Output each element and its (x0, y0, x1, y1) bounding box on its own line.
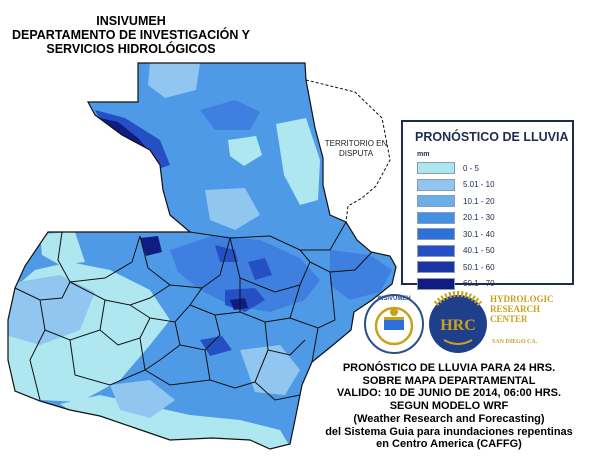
disputed-territory-label: TERRITORIO EN DISPUTA (318, 139, 394, 159)
boundary-alta-verapaz (229, 237, 311, 293)
rain-patch-dark (330, 250, 392, 300)
caption-line-3: VALIDO: 10 DE JUNIO DE 2014, 06:00 HRS. (336, 387, 562, 400)
boundary-baja (189, 278, 241, 316)
forecast-caption: PRONÓSTICO DE LLUVIA PARA 24 HRS. SOBRE … (300, 362, 598, 451)
rain-patch-light (60, 395, 292, 449)
territory-line-2: DISPUTA (338, 149, 374, 158)
disputed-territory-border (305, 79, 391, 223)
legend-item: 0 - 5 (417, 160, 495, 177)
department-boundaries (14, 221, 373, 401)
legend-label: 20.1 - 30 (463, 213, 495, 223)
boundary-izabal (309, 251, 373, 273)
rain-patch-mid (205, 188, 260, 230)
legend-item: 20.1 - 30 (417, 210, 495, 227)
boundary-santarosa (204, 349, 256, 389)
legend-label: 30.1 - 40 (463, 229, 495, 239)
boundary-toto (104, 284, 171, 306)
hrc-logo-text: HRC (440, 317, 476, 334)
boundary-jalapa (264, 321, 306, 356)
boundary-jutiapa (254, 349, 301, 401)
legend-item: 30.1 - 40 (417, 226, 495, 243)
caption-line-6: del Sistema Guia para inundaciones repen… (325, 425, 573, 438)
logos-svg: INSIVUMEH HRC (364, 290, 489, 354)
hrc-line-3: CENTER (490, 314, 528, 324)
header-line-3: SERVICIOS HIDROLÓGICOS (46, 42, 216, 56)
caption-line-5: (Weather Research and Forecasting) (353, 412, 545, 425)
legend-swatch (417, 178, 455, 191)
guatemala-outline (7, 62, 397, 450)
boundary-chiquimula (311, 327, 319, 363)
hrc-location: SAN DIEGO CA. (492, 339, 538, 345)
legend-item: 40.1 - 50 (417, 243, 495, 260)
header-line-1: INSIVUMEH (96, 14, 166, 28)
header-line-2: DEPARTAMENTO DE INVESTIGACIÓN Y (12, 28, 250, 42)
insivumeh-logo-text: INSIVUMEH (377, 296, 410, 302)
rain-patch-light (228, 136, 262, 166)
legend-item: 60.1 - 70 (417, 276, 495, 293)
boundary-quiche (139, 235, 231, 289)
legend-swatch (417, 261, 455, 274)
rain-patch-dark (170, 235, 320, 312)
legend-item: 5.01 - 10 (417, 177, 495, 194)
legend-unit: mm (417, 151, 430, 158)
boundary-sacate (144, 344, 181, 371)
boundary-escuintla (139, 337, 211, 386)
legend-swatch (417, 244, 455, 257)
legend-swatch (417, 162, 455, 175)
legend-item: 50.1 - 60 (417, 259, 495, 276)
rainfall-legend: PRONÓSTICO DE LLUVIA mm 0 - 5 5.01 - 10 10… (401, 120, 574, 290)
legend-swatch (417, 277, 455, 290)
caption-line-7: en Centro America (CAFFG) (376, 438, 522, 451)
legend-label: 5.01 - 10 (463, 180, 495, 190)
legend-label: 0 - 5 (463, 163, 480, 173)
rain-patch-mid (110, 380, 175, 418)
legend-item: 10.1 - 20 (417, 193, 495, 210)
legend-swatch (417, 195, 455, 208)
agency-header: INSIVUMEH DEPARTAMENTO DE INVESTIGACIÓN … (0, 14, 262, 56)
rain-patch-darkest (140, 236, 162, 256)
boundary-progreso (239, 284, 301, 323)
legend-title: PRONÓSTICO DE LLUVIA (415, 130, 569, 144)
caption-line-4: SEGUN MODELO WRF (389, 400, 509, 413)
legend-label: 40.1 - 50 (463, 246, 495, 256)
caption-line-2: SOBRE MAPA DEPARTAMENTAL (362, 374, 536, 387)
rain-patch-dark (200, 100, 260, 130)
boundary-chimalt (149, 287, 203, 323)
rain-patch-darker (215, 245, 238, 262)
territory-line-1: TERRITORIO EN (324, 139, 388, 148)
hrc-logo: HRC (427, 290, 489, 354)
legend-swatch (417, 211, 455, 224)
legend-label: 50.1 - 60 (463, 262, 495, 272)
rain-patch-darkest (230, 298, 248, 310)
legend-items: 0 - 5 5.01 - 10 10.1 - 20 20.1 - 30 30.1 - 4… (417, 160, 495, 292)
rain-patch-darker (200, 336, 232, 356)
caption-line-1: PRONÓSTICO DE LLUVIA PARA 24 HRS. (342, 362, 556, 374)
logos-area: INSIVUMEH HRC (362, 290, 560, 354)
hrc-line-2: RESEARCH (490, 304, 541, 314)
insivumeh-logo: INSIVUMEH (364, 294, 424, 354)
boundary-sanmarcos (14, 281, 71, 301)
legend-label: 60.1 - 70 (463, 279, 495, 289)
boundary-zacapa (289, 271, 336, 329)
boundary-retalhuleu (29, 329, 46, 401)
legend-label: 10.1 - 20 (463, 196, 495, 206)
boundary-huehue (57, 231, 141, 283)
boundary-quetzal (39, 281, 106, 341)
legend-swatch (417, 228, 455, 241)
rain-patch-light (40, 232, 85, 265)
rain-patch-darker (248, 258, 272, 280)
boundary-suchi (69, 339, 146, 386)
rain-patch-light (276, 118, 320, 205)
rain-patch-mid (148, 63, 200, 98)
hrc-name: HYDROLOGIC RESEARCH CENTER (490, 294, 554, 324)
hrc-line-1: HYDROLOGIC (490, 294, 554, 304)
